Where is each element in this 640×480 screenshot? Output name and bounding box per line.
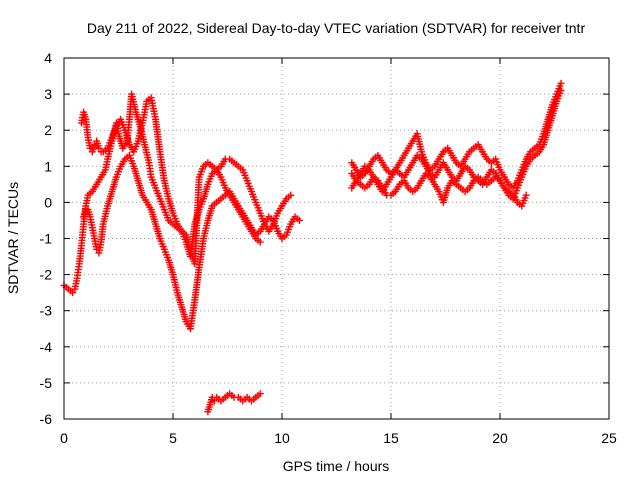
series-tntr-track-7	[348, 151, 530, 210]
axis-ticks	[63, 57, 610, 420]
y-tick-label: -6	[40, 411, 53, 427]
y-tick-label: 1	[44, 158, 52, 174]
data-point	[557, 79, 565, 87]
series-tntr-track-2	[77, 94, 295, 268]
x-axis-label: GPS time / hours	[283, 458, 390, 474]
y-tick-label: 0	[44, 194, 52, 210]
x-tick-label: 5	[169, 430, 177, 446]
y-tick-label: -5	[40, 375, 53, 391]
series-tntr-track-5	[348, 79, 565, 192]
data-point	[295, 216, 303, 224]
data-point	[256, 390, 264, 398]
x-tick-label: 25	[601, 430, 617, 446]
chart-title: Day 211 of 2022, Sidereal Day-to-day VTE…	[87, 20, 586, 36]
series-tntr-track-4	[204, 390, 264, 416]
y-tick-label: -2	[40, 267, 53, 283]
y-tick-label: -4	[40, 339, 53, 355]
data-point	[69, 289, 77, 297]
y-tick-label: 4	[44, 50, 52, 66]
y-axis-label: SDTVAR / TECUs	[5, 182, 21, 294]
x-tick-label: 10	[274, 430, 290, 446]
data-point	[210, 397, 218, 405]
x-tick-label: 0	[60, 430, 68, 446]
data-markers	[60, 79, 565, 416]
y-tick-label: 2	[44, 122, 52, 138]
series-tntr-track-3	[80, 151, 303, 333]
y-tick-label: 3	[44, 86, 52, 102]
data-point	[557, 86, 565, 94]
data-point	[287, 191, 295, 199]
y-tick-label: -1	[40, 231, 53, 247]
x-tick-label: 15	[383, 430, 399, 446]
grid	[64, 58, 609, 419]
data-point	[256, 238, 264, 246]
y-tick-label: -3	[40, 303, 53, 319]
tick-labels: 0 5 10 15 20 25 -6 -5 -4 -3 -2 -1 0 1 2 3 4	[40, 50, 617, 446]
data-point	[95, 144, 103, 152]
data-point	[522, 191, 530, 199]
x-tick-label: 20	[492, 430, 508, 446]
